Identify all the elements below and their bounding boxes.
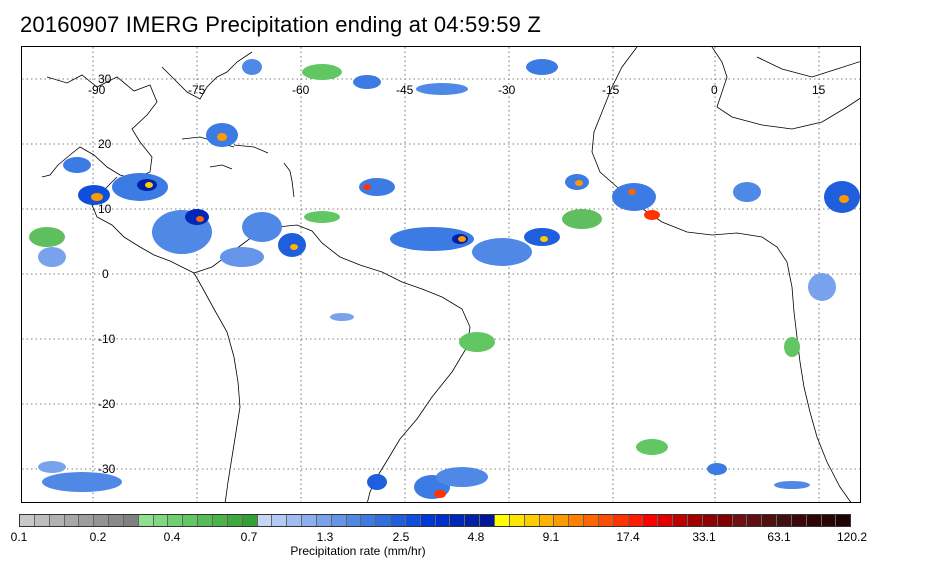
coastlines xyxy=(41,47,860,502)
colorbar-swatch xyxy=(168,515,184,526)
map-title: 20160907 IMERG Precipitation ending at 0… xyxy=(20,12,542,37)
colorbar-swatch xyxy=(584,515,599,526)
colorbar-tick: 4.8 xyxy=(467,530,485,544)
colorbar-tick: 63.1 xyxy=(767,530,791,544)
colorbar-swatch xyxy=(272,515,288,526)
colorbar-tick: 0.2 xyxy=(89,530,107,544)
lat-label: -10 xyxy=(98,332,116,346)
colorbar-swatch xyxy=(376,515,392,526)
colorbar xyxy=(19,514,851,527)
colorbar-swatch xyxy=(821,515,837,526)
colorbar-swatch xyxy=(762,515,778,526)
colorbar-swatch xyxy=(153,515,169,526)
colorbar-swatch xyxy=(227,515,243,526)
colorbar-tick: 0.1 xyxy=(10,530,28,544)
colorbar-swatch xyxy=(302,515,317,526)
colorbar-swatch xyxy=(123,515,139,526)
colorbar-swatch xyxy=(791,515,807,526)
colorbar-swatch xyxy=(480,515,495,526)
colorbar-swatch xyxy=(539,515,555,526)
lon-label: -30 xyxy=(498,83,516,97)
colorbar-swatch xyxy=(79,515,95,526)
colorbar-tick: 0.4 xyxy=(163,530,181,544)
lat-label: 20 xyxy=(98,137,112,151)
colorbar-tick: 0.7 xyxy=(240,530,258,544)
lon-label: -90 xyxy=(88,83,106,97)
colorbar-swatch xyxy=(747,515,763,526)
graticule xyxy=(22,47,860,502)
lon-label: 0 xyxy=(711,83,718,97)
lon-label: -15 xyxy=(602,83,620,97)
colorbar-swatch xyxy=(465,515,481,526)
lon-label: -75 xyxy=(188,83,206,97)
colorbar-swatch xyxy=(361,515,377,526)
colorbar-swatch xyxy=(257,515,273,526)
colorbar-swatch xyxy=(450,515,466,526)
colorbar-swatch xyxy=(420,515,436,526)
colorbar-swatch xyxy=(613,515,629,526)
lat-label: -20 xyxy=(98,397,116,411)
latitude-labels: 30 20 10 0 -10 -20 -30 xyxy=(98,72,116,476)
colorbar-swatch xyxy=(183,515,199,526)
colorbar-tick: 33.1 xyxy=(692,530,716,544)
colorbar-swatch xyxy=(732,515,748,526)
lat-label: 30 xyxy=(98,72,112,86)
colorbar-swatch xyxy=(49,515,65,526)
map-canvas: -90 -75 -60 -45 -30 -15 0 15 30 20 10 0 … xyxy=(22,47,860,502)
colorbar-swatch xyxy=(287,515,303,526)
colorbar-swatch xyxy=(346,515,362,526)
colorbar-swatch xyxy=(64,515,80,526)
colorbar-swatch xyxy=(316,515,332,526)
precipitation-field xyxy=(29,59,860,499)
colorbar-swatch xyxy=(212,515,228,526)
colorbar-swatch xyxy=(391,515,406,526)
colorbar-swatch xyxy=(198,515,213,526)
colorbar-swatch xyxy=(20,515,35,526)
colorbar-label: Precipitation rate (mm/hr) xyxy=(290,544,426,558)
colorbar-swatch xyxy=(717,515,733,526)
colorbar-swatch xyxy=(702,515,718,526)
lon-label: -60 xyxy=(292,83,310,97)
colorbar-swatch xyxy=(509,515,525,526)
colorbar-tick: 1.3 xyxy=(316,530,334,544)
colorbar-swatch xyxy=(94,515,110,526)
colorbar-swatch xyxy=(554,515,570,526)
colorbar-tick: 9.1 xyxy=(542,530,560,544)
colorbar-swatch xyxy=(34,515,50,526)
colorbar-swatch xyxy=(836,515,851,526)
lon-label: -45 xyxy=(396,83,414,97)
colorbar-swatch xyxy=(331,515,347,526)
colorbar-swatch xyxy=(806,515,822,526)
colorbar-swatch xyxy=(628,515,644,526)
lon-label: 15 xyxy=(812,83,826,97)
lat-label: -30 xyxy=(98,462,116,476)
colorbar-swatch xyxy=(643,515,659,526)
colorbar-swatch xyxy=(598,515,614,526)
colorbar-swatch xyxy=(109,515,124,526)
colorbar-swatch xyxy=(569,515,585,526)
colorbar-swatch xyxy=(777,515,792,526)
colorbar-swatch xyxy=(138,515,154,526)
colorbar-tick: 2.5 xyxy=(392,530,410,544)
colorbar-swatch xyxy=(524,515,540,526)
longitude-labels: -90 -75 -60 -45 -30 -15 0 15 xyxy=(88,83,826,97)
colorbar-swatch xyxy=(673,515,688,526)
precipitation-map[interactable]: -90 -75 -60 -45 -30 -15 0 15 30 20 10 0 … xyxy=(21,46,861,503)
colorbar-tick: 17.4 xyxy=(616,530,640,544)
lat-label: 10 xyxy=(98,202,112,216)
lat-label: 0 xyxy=(102,267,109,281)
colorbar-swatch xyxy=(495,515,510,526)
colorbar-swatch xyxy=(242,515,258,526)
colorbar-swatch xyxy=(687,515,703,526)
colorbar-swatch xyxy=(435,515,451,526)
colorbar-tick: 120.2 xyxy=(836,530,868,544)
colorbar-swatch xyxy=(658,515,674,526)
colorbar-swatch xyxy=(405,515,421,526)
